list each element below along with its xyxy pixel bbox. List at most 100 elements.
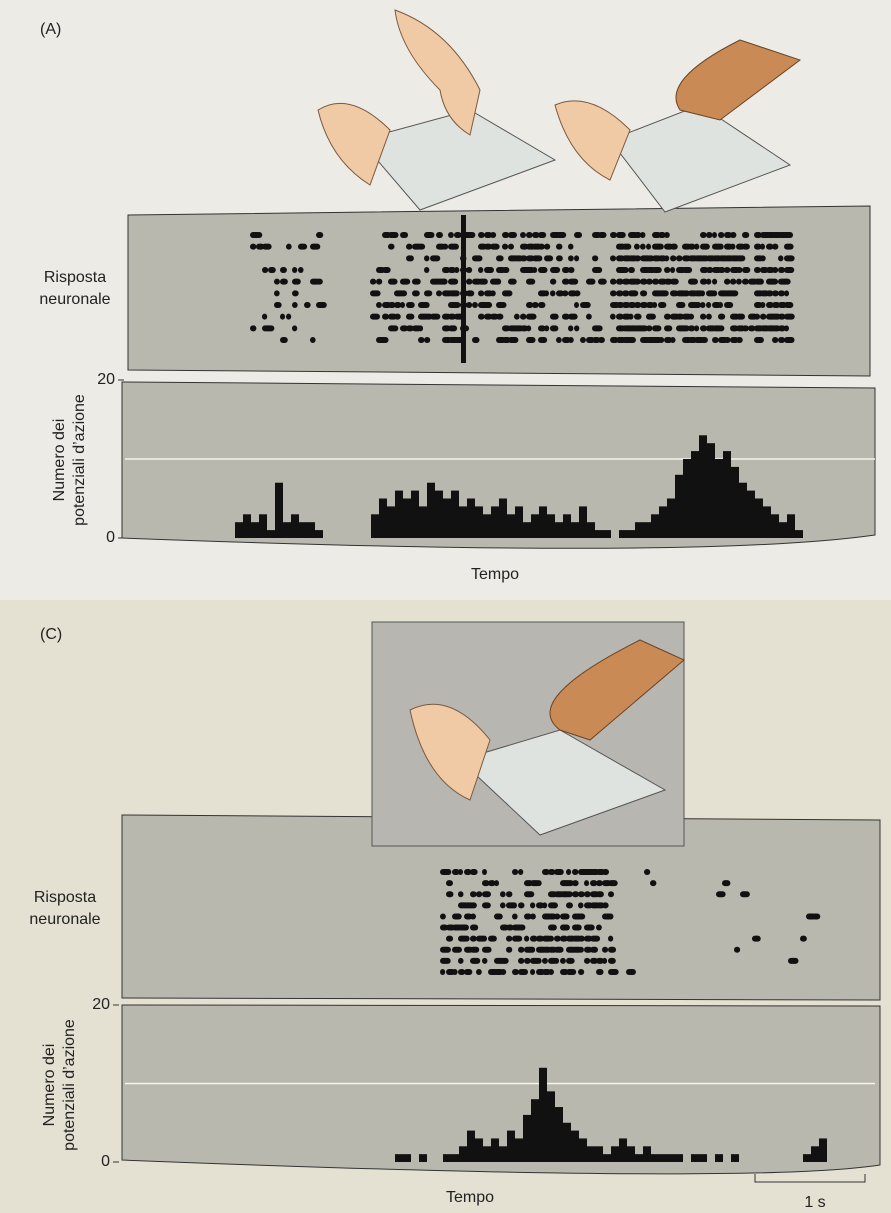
spike <box>742 244 750 250</box>
spike <box>568 314 578 320</box>
y-axis-label: potenziali d’azione <box>71 394 88 526</box>
spike <box>730 244 735 250</box>
spike <box>542 902 547 908</box>
spike <box>418 244 425 250</box>
bar <box>275 483 283 538</box>
spike <box>470 902 477 908</box>
bar <box>467 1131 475 1162</box>
spike <box>280 267 287 273</box>
spike <box>574 290 580 296</box>
spike <box>554 936 561 942</box>
panel-label: (C) <box>40 626 62 643</box>
spike <box>610 314 616 320</box>
spike <box>608 891 614 897</box>
bar <box>403 499 411 539</box>
spike <box>280 279 288 285</box>
spike <box>548 969 554 975</box>
bar <box>691 1154 699 1162</box>
spike <box>506 936 512 942</box>
spike <box>700 290 705 296</box>
spike <box>542 958 548 964</box>
spike <box>622 267 629 273</box>
spike <box>550 267 560 273</box>
bar <box>571 1131 579 1162</box>
bar <box>299 522 307 538</box>
spike <box>736 337 743 343</box>
spike <box>454 302 460 308</box>
bar <box>811 1146 819 1162</box>
spike <box>448 279 458 285</box>
spike <box>466 267 472 273</box>
spike <box>484 267 494 273</box>
spike <box>482 891 491 897</box>
spike <box>664 267 670 273</box>
bar <box>491 506 499 538</box>
spike <box>670 267 675 273</box>
spike <box>592 255 598 261</box>
spike <box>458 869 463 875</box>
spike <box>526 232 533 238</box>
spike <box>476 969 482 975</box>
spike <box>784 232 793 238</box>
bar <box>379 499 387 539</box>
bar <box>579 506 587 538</box>
spike <box>634 244 640 250</box>
spike <box>626 969 636 975</box>
spike <box>664 232 670 238</box>
spike <box>500 958 509 964</box>
bar <box>451 491 459 538</box>
spike <box>526 325 531 331</box>
bar <box>603 1154 611 1162</box>
spike <box>652 325 661 331</box>
bar <box>563 1123 571 1162</box>
spike <box>532 302 539 308</box>
spike <box>536 880 542 886</box>
spike <box>712 337 719 343</box>
page: (A)RispostaneuronaleNumero deipotenziali… <box>0 0 891 1213</box>
spike <box>530 902 535 908</box>
spike <box>478 290 484 296</box>
spike <box>388 244 394 250</box>
spike <box>652 267 662 273</box>
spike <box>502 244 508 250</box>
bar <box>747 491 755 538</box>
spike <box>512 902 517 908</box>
spike <box>712 232 717 238</box>
illustration <box>372 622 684 846</box>
spike <box>578 902 584 908</box>
spike <box>736 279 742 285</box>
spike <box>778 255 783 261</box>
spike <box>406 255 414 261</box>
bar <box>395 1154 403 1162</box>
spike <box>412 279 421 285</box>
spike <box>406 314 414 320</box>
spike <box>586 279 595 285</box>
spike <box>418 337 425 343</box>
bar <box>251 522 259 538</box>
spike <box>784 290 789 296</box>
bar <box>683 459 691 538</box>
spike <box>508 232 517 238</box>
spike <box>274 279 280 285</box>
spike <box>784 337 795 343</box>
bar <box>515 1138 523 1162</box>
bar <box>571 522 579 538</box>
spike <box>514 314 520 320</box>
spike <box>512 869 518 875</box>
spike <box>400 232 408 238</box>
spike <box>596 891 604 897</box>
spike <box>530 947 535 953</box>
bar <box>651 1154 659 1162</box>
spike <box>478 232 485 238</box>
x-axis-label: Tempo <box>446 1189 494 1206</box>
bar <box>731 467 739 538</box>
spike <box>470 936 477 942</box>
stimulus-marker <box>461 215 466 363</box>
spike <box>646 314 656 320</box>
spike <box>544 325 549 331</box>
spike <box>566 969 576 975</box>
bar <box>419 506 427 538</box>
spike <box>466 279 472 285</box>
spike <box>406 302 415 308</box>
spike <box>496 255 504 261</box>
